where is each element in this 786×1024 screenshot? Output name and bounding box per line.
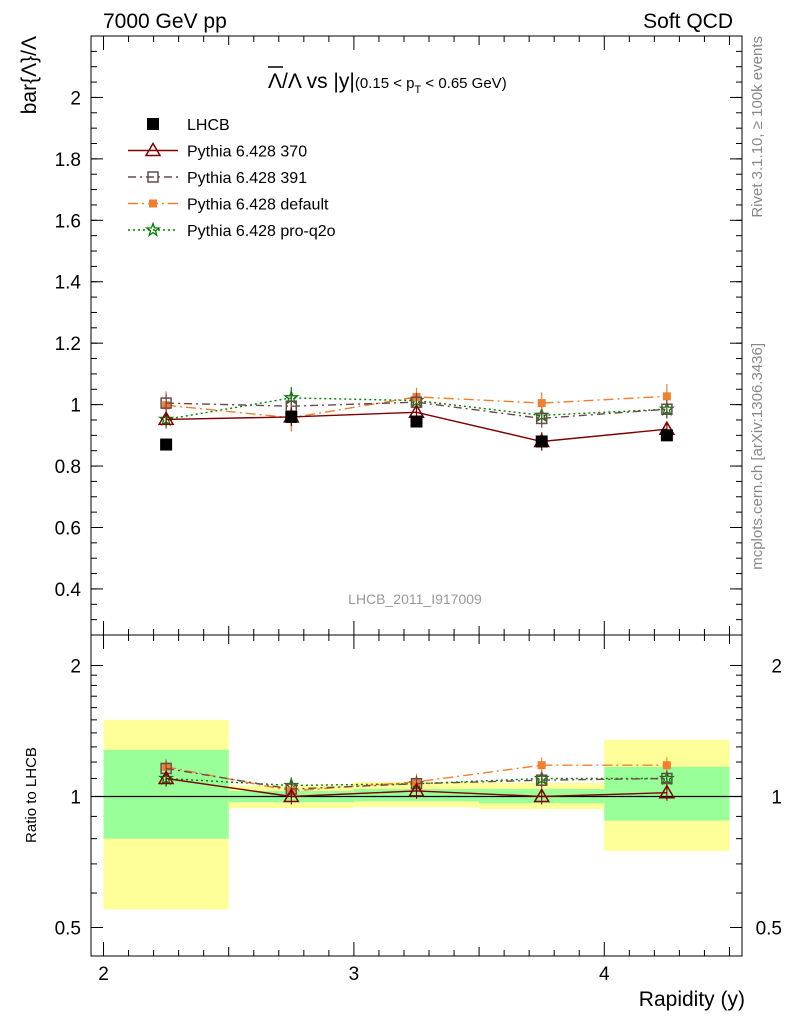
ratio-frame <box>90 634 743 957</box>
legend-label: Pythia 6.428 default <box>187 197 329 214</box>
data-point <box>157 410 175 426</box>
y-tick-label: 1.8 <box>55 150 81 171</box>
y-tick-label: 1.4 <box>55 273 82 294</box>
ratio-point <box>537 761 546 770</box>
legend-label: LHCB <box>187 117 230 134</box>
y-tick-label: 2 <box>70 88 81 109</box>
title-lambda-bar: Λ <box>268 70 282 93</box>
legend-entry: Pythia 6.428 370 <box>128 142 307 161</box>
ratio-point <box>533 787 550 803</box>
series-0 <box>160 410 673 451</box>
x-tick-label: 3 <box>349 964 360 985</box>
data-point <box>660 429 673 442</box>
x-tick-label: 4 <box>599 964 610 985</box>
series-1 <box>157 403 676 451</box>
legend-entry: Pythia 6.428 default <box>128 197 329 214</box>
data-point <box>661 403 673 415</box>
series-line <box>166 395 667 419</box>
y-tick-label: 0.4 <box>55 580 82 601</box>
legend-label: Pythia 6.428 pro-q2o <box>187 223 336 240</box>
data-point <box>662 392 671 401</box>
title-slash: / <box>282 70 288 93</box>
rivet-version-label: Rivet 3.1.10, ≥ 100k events <box>749 36 766 218</box>
legend-label: Pythia 6.428 370 <box>187 144 307 161</box>
data-point <box>535 412 548 425</box>
ratio-panel: 0.5 0.5 1 1 2 2 Ratio to LHCB <box>23 656 782 939</box>
title-range-open: (0.15 < p <box>355 75 415 92</box>
main-panel: 0.4 0.6 0.8 1 1.2 1.4 1.6 1.8 2 LHCB_2011_I91700… <box>18 35 742 621</box>
ratio-point <box>157 769 175 785</box>
ratio-point <box>662 761 671 770</box>
data-point <box>535 435 548 448</box>
legend-label: Pythia 6.428 391 <box>187 170 307 187</box>
header-category: Soft QCD <box>643 10 733 33</box>
data-point <box>285 410 298 423</box>
header-energy: 7000 GeV pp <box>103 10 227 33</box>
y-tick-label: 1.2 <box>55 334 81 355</box>
series-line <box>166 401 667 420</box>
ratio-point <box>535 774 548 786</box>
ratio-y-axis: 0.5 0.5 1 1 2 2 <box>55 656 782 939</box>
source-label: mcplots.cern.ch [arXiv:1306.3436] <box>749 343 766 570</box>
uncertainty-bands <box>91 719 742 910</box>
data-point <box>537 399 546 408</box>
legend-entry: Pythia 6.428 391 <box>128 170 307 187</box>
title-subscript: T <box>414 84 421 96</box>
x-axis: 2 3 4 <box>98 36 730 985</box>
ratio-point <box>283 787 300 803</box>
legend-marker <box>147 118 159 130</box>
legend: LHCB Pythia 6.428 370 Pythia 6.428 391 Pyth… <box>128 117 336 240</box>
y-tick-label: 1.6 <box>55 211 81 232</box>
ratio-point <box>658 784 676 799</box>
main-y-axis-label: bar{Λ}/Λ <box>18 36 41 114</box>
watermark: LHCB_2011_I917009 <box>348 591 482 607</box>
main-y-axis: 0.4 0.6 0.8 1 1.2 1.4 1.6 1.8 2 <box>55 35 742 621</box>
legend-marker <box>144 221 162 237</box>
legend-marker <box>149 199 157 208</box>
y-tick-label: 0.6 <box>55 518 81 539</box>
data-point <box>160 438 173 451</box>
y-tick-label: 1 <box>70 396 81 417</box>
legend-entry: Pythia 6.428 pro-q2o <box>128 221 336 240</box>
legend-marker <box>144 142 162 157</box>
ratio-point <box>661 772 673 785</box>
ratio-y-tick-label: 0.5 <box>55 918 81 939</box>
data-point <box>160 397 172 409</box>
legend-entry: LHCB <box>147 117 230 134</box>
ratio-y-tick-label-right: 1 <box>771 787 782 808</box>
title-lambda: Λ <box>288 70 302 93</box>
title-y: |y| <box>333 70 354 93</box>
title-vs: vs <box>301 70 334 93</box>
legend-marker <box>147 171 159 183</box>
ratio-y-axis-label: Ratio to LHCB <box>23 747 40 843</box>
ratio-y-tick-label: 1 <box>70 787 81 808</box>
series-line <box>165 397 667 421</box>
title-range-close: < 0.65 GeV) <box>421 75 506 92</box>
plot-title: Λ/Λ vs |y|(0.15 < pT < 0.65 GeV) <box>268 70 507 96</box>
ratio-y-tick-label: 2 <box>70 656 81 677</box>
ratio-y-tick-label-right: 0.5 <box>756 918 782 939</box>
y-tick-label: 0.8 <box>55 457 81 478</box>
ratio-series-0 <box>157 769 676 805</box>
ratio-point <box>408 782 425 797</box>
ratio-y-tick-label-right: 2 <box>771 656 782 677</box>
data-point <box>410 415 423 428</box>
x-tick-label: 2 <box>98 964 109 985</box>
x-axis-label: Rapidity (y) <box>639 988 745 1011</box>
